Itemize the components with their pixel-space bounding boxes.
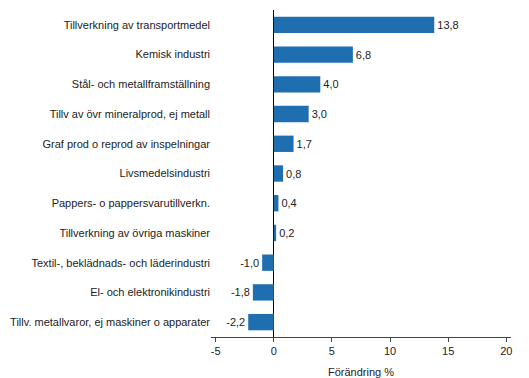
svg-text:0,4: 0,4 (281, 197, 296, 209)
svg-text:5: 5 (329, 345, 335, 357)
svg-text:3,0: 3,0 (312, 108, 327, 120)
svg-text:Tillverkning av övriga maskine: Tillverkning av övriga maskiner (59, 227, 210, 239)
svg-text:Tillv av övr mineralprod, ej m: Tillv av övr mineralprod, ej metall (50, 108, 210, 120)
svg-text:Pappers- o pappersvarutillverk: Pappers- o pappersvarutillverkn. (52, 197, 210, 209)
svg-text:Graf prod o reprod av inspelni: Graf prod o reprod av inspelningar (42, 138, 210, 150)
svg-text:Tillverkning av transportmedel: Tillverkning av transportmedel (64, 19, 210, 31)
svg-text:-1,8: -1,8 (231, 286, 250, 298)
svg-text:15: 15 (442, 345, 454, 357)
svg-text:-2,2: -2,2 (226, 316, 245, 328)
svg-text:Stål- och metallframställning: Stål- och metallframställning (72, 78, 210, 90)
svg-text:10: 10 (384, 345, 396, 357)
svg-text:Livsmedelsindustri: Livsmedelsindustri (120, 167, 210, 179)
svg-text:-1,0: -1,0 (240, 257, 259, 269)
svg-text:6,8: 6,8 (356, 49, 371, 61)
svg-text:Textil-, beklädnads- och läder: Textil-, beklädnads- och läderindustri (31, 257, 210, 269)
svg-text:13,8: 13,8 (437, 19, 458, 31)
svg-text:Tillv. metallvaror, ej maskine: Tillv. metallvaror, ej maskiner o appara… (10, 316, 210, 328)
svg-text:Kemisk industri: Kemisk industri (135, 48, 210, 60)
svg-text:0,2: 0,2 (279, 227, 294, 239)
svg-text:Förändring %: Förändring % (328, 366, 394, 378)
svg-text:1,7: 1,7 (297, 138, 312, 150)
svg-text:0: 0 (271, 345, 277, 357)
svg-text:El- och elektronikindustri: El- och elektronikindustri (90, 286, 210, 298)
svg-text:-5: -5 (211, 345, 221, 357)
svg-text:0,8: 0,8 (286, 168, 301, 180)
svg-text:20: 20 (500, 345, 512, 357)
svg-text:4,0: 4,0 (323, 78, 338, 90)
